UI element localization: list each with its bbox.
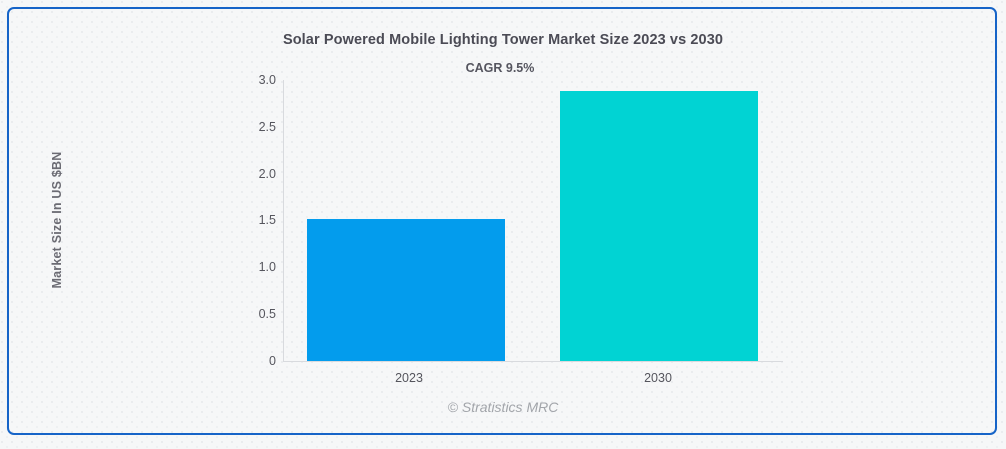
y-tick-label-2-5: 2.5: [258, 120, 276, 134]
y-tick-label-3-0: 3.0: [258, 73, 276, 87]
bar-2023[interactable]: [307, 218, 505, 361]
footer-credit: © Stratistics MRC: [447, 399, 559, 415]
y-axis-title: Market Size In US $BN: [50, 151, 64, 289]
y-tick-label-2-0: 2.0: [258, 167, 276, 181]
y-axis-line: [283, 80, 284, 362]
y-tick-label-1-5: 1.5: [258, 213, 276, 227]
bar-2030[interactable]: [560, 91, 758, 361]
cagr-annotation: CAGR 9.5%: [465, 61, 535, 75]
y-tick-label-0: 0: [269, 354, 276, 368]
y-tick-label-0-5: 0.5: [258, 307, 276, 321]
chart-title: Solar Powered Mobile Lighting Tower Mark…: [282, 32, 724, 48]
y-tick-label-1-0: 1.0: [258, 260, 276, 274]
x-axis-line: [283, 361, 783, 362]
plot-area: [283, 80, 783, 361]
y-axis-tick-labels: 0 0.5 1.0 1.5 2.0 2.5 3.0: [232, 0, 276, 449]
x-tick-label-2030: 2030: [644, 371, 672, 385]
x-tick-label-2023: 2023: [395, 371, 423, 385]
